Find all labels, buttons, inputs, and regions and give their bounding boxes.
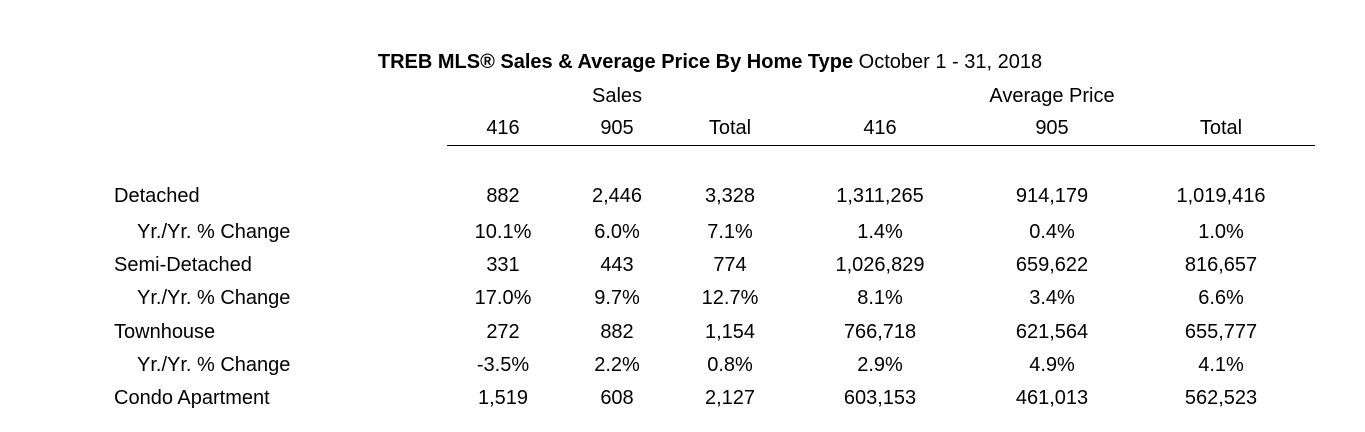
table-cell: 816,657 (1184, 254, 1258, 276)
table-cell: 882 (600, 321, 634, 343)
table-cell: 1,154 (704, 321, 756, 343)
table-cell: 6.0% (594, 221, 640, 243)
table-title: TREB MLS® Sales & Average Price By Home … (0, 50, 1365, 74)
table-cell: 17.0% (474, 287, 532, 309)
table-cell: 608 (600, 387, 634, 409)
column-header: Total (708, 117, 752, 139)
row-label-yoy-change: Yr./Yr. % Change (137, 287, 291, 309)
table-cell: 12.7% (701, 287, 759, 309)
table-cell: 1,019,416 (1176, 185, 1266, 207)
table-cell: 331 (486, 254, 520, 276)
table-cell: 7.1% (707, 221, 753, 243)
table-cell: -3.5% (476, 354, 530, 376)
table-title-date: October 1 - 31, 2018 (853, 51, 1043, 73)
column-header: 416 (863, 117, 897, 139)
table-cell: 914,179 (1015, 185, 1089, 207)
row-label: Semi-Detached (114, 254, 252, 276)
table-cell: 2,446 (591, 185, 643, 207)
table-cell: 4.1% (1198, 354, 1244, 376)
table-cell: 0.4% (1029, 221, 1075, 243)
row-label-yoy-change: Yr./Yr. % Change (137, 354, 291, 376)
table-cell: 6.6% (1198, 287, 1244, 309)
table-cell: 9.7% (594, 287, 640, 309)
table-cell: 766,718 (843, 321, 917, 343)
table-cell: 443 (600, 254, 634, 276)
row-label: Condo Apartment (114, 387, 270, 409)
column-header: 416 (486, 117, 520, 139)
row-label: Townhouse (114, 321, 216, 343)
table-cell: 1.4% (857, 221, 903, 243)
table-cell: 621,564 (1015, 321, 1089, 343)
column-header: 905 (600, 117, 634, 139)
table-cell: 3,328 (704, 185, 756, 207)
table-cell: 0.8% (707, 354, 753, 376)
header-rule (447, 145, 1315, 146)
table-cell: 2.2% (594, 354, 640, 376)
column-header: Total (1199, 117, 1243, 139)
table-cell: 10.1% (474, 221, 532, 243)
table-cell: 655,777 (1184, 321, 1258, 343)
table-title-bold: TREB MLS® Sales & Average Price By Home … (377, 51, 854, 73)
table-cell: 603,153 (843, 387, 917, 409)
table-cell: 461,013 (1015, 387, 1089, 409)
column-header: 905 (1035, 117, 1069, 139)
table-cell: 272 (486, 321, 520, 343)
group-header-average-price: Average Price (989, 85, 1115, 107)
table-cell: 3.4% (1029, 287, 1075, 309)
table-cell: 1,026,829 (835, 254, 925, 276)
table-cell: 1,519 (477, 387, 529, 409)
table-cell: 659,622 (1015, 254, 1089, 276)
table-cell: 8.1% (857, 287, 903, 309)
table-cell: 774 (713, 254, 747, 276)
table-cell: 882 (486, 185, 520, 207)
row-label-yoy-change: Yr./Yr. % Change (137, 221, 291, 243)
table-cell: 2.9% (857, 354, 903, 376)
table-cell: 4.9% (1029, 354, 1075, 376)
row-label: Detached (114, 185, 200, 207)
table-cell: 562,523 (1184, 387, 1258, 409)
table-cell: 2,127 (704, 387, 756, 409)
group-header-sales: Sales (591, 85, 643, 107)
table-cell: 1.0% (1198, 221, 1244, 243)
table-cell: 1,311,265 (836, 185, 924, 207)
